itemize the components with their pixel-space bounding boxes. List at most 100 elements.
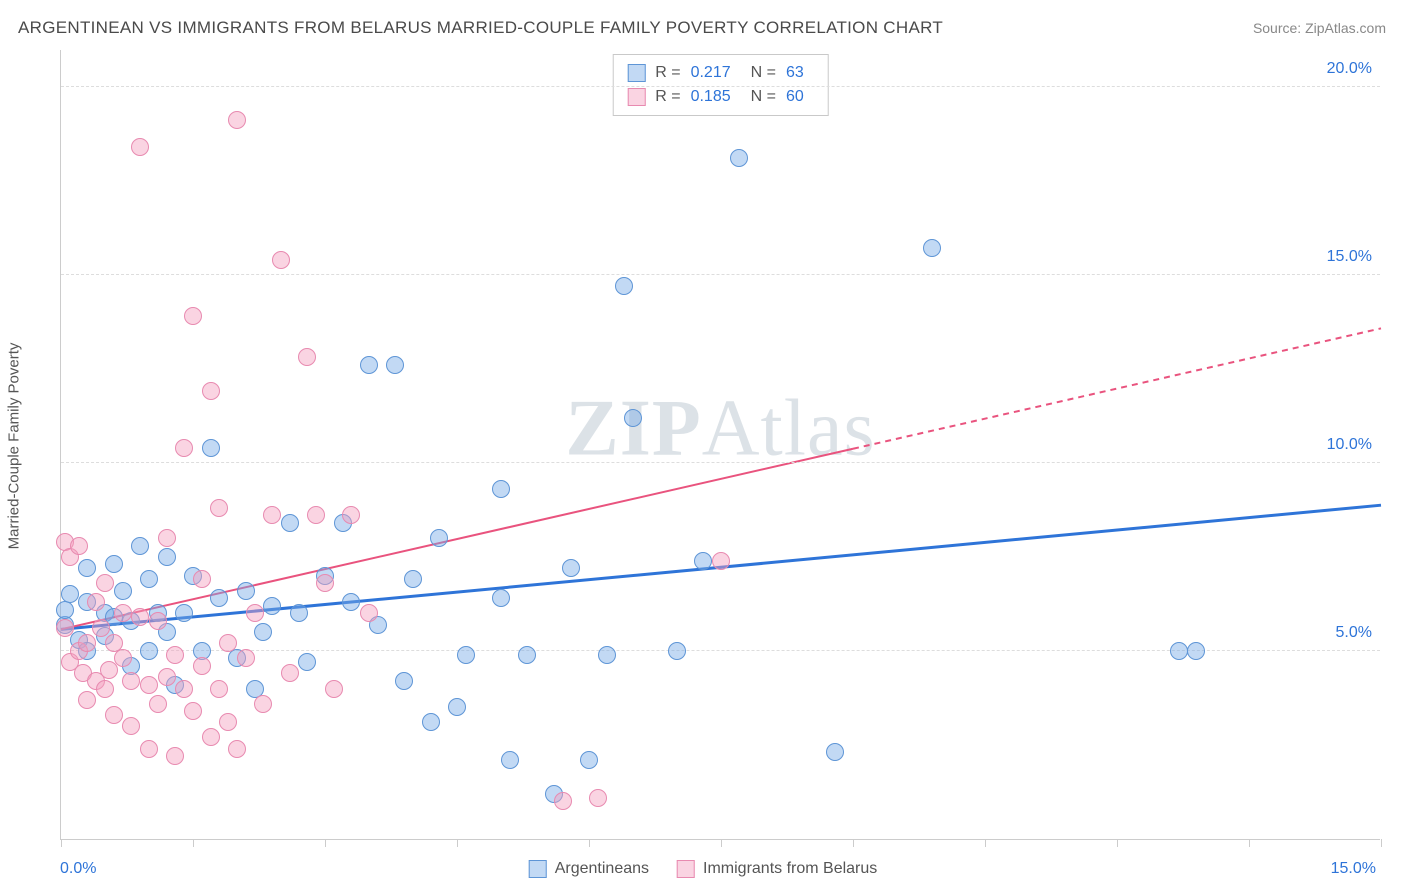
data-point-belarus	[325, 680, 343, 698]
y-axis-title: Married-Couple Family Poverty	[6, 343, 23, 550]
data-point-argentineans	[281, 514, 299, 532]
data-point-argentineans	[562, 559, 580, 577]
scatter-plot-area: ZIPAtlas R =0.217N =63R =0.185N =60 5.0%…	[60, 50, 1380, 840]
x-axis-max-label: 15.0%	[1331, 860, 1376, 878]
data-point-argentineans	[386, 356, 404, 374]
data-point-belarus	[316, 574, 334, 592]
legend-r-label: R =	[655, 85, 680, 109]
x-tick	[457, 839, 458, 847]
data-point-argentineans	[158, 548, 176, 566]
data-point-argentineans	[598, 646, 616, 664]
data-point-argentineans	[131, 537, 149, 555]
data-point-belarus	[78, 691, 96, 709]
data-point-belarus	[158, 529, 176, 547]
legend-item-belarus: Immigrants from Belarus	[677, 860, 877, 878]
data-point-belarus	[228, 111, 246, 129]
data-point-belarus	[281, 664, 299, 682]
series-legend: Argentineans Immigrants from Belarus	[529, 860, 878, 878]
data-point-belarus	[131, 608, 149, 626]
data-point-argentineans	[923, 239, 941, 257]
legend-n-value: 60	[786, 85, 804, 109]
data-point-belarus	[149, 612, 167, 630]
data-point-argentineans	[624, 409, 642, 427]
gridline-h	[61, 462, 1380, 463]
data-point-belarus	[589, 789, 607, 807]
legend-series-name: Argentineans	[555, 860, 649, 878]
x-axis-min-label: 0.0%	[60, 860, 96, 878]
data-point-belarus	[114, 649, 132, 667]
legend-r-value: 0.185	[691, 85, 731, 109]
data-point-argentineans	[1170, 642, 1188, 660]
data-point-belarus	[360, 604, 378, 622]
data-point-belarus	[184, 702, 202, 720]
data-point-argentineans	[140, 642, 158, 660]
source-link[interactable]: ZipAtlas.com	[1305, 20, 1386, 36]
data-point-belarus	[166, 747, 184, 765]
data-point-argentineans	[290, 604, 308, 622]
data-point-belarus	[56, 619, 74, 637]
data-point-belarus	[210, 499, 228, 517]
legend-r-label: R =	[655, 61, 680, 85]
legend-swatch	[627, 64, 645, 82]
data-point-argentineans	[210, 589, 228, 607]
data-point-belarus	[149, 695, 167, 713]
data-point-argentineans	[457, 646, 475, 664]
data-point-argentineans	[61, 585, 79, 603]
data-point-belarus	[140, 740, 158, 758]
data-point-argentineans	[668, 642, 686, 660]
data-point-argentineans	[395, 672, 413, 690]
data-point-argentineans	[518, 646, 536, 664]
data-point-argentineans	[175, 604, 193, 622]
data-point-belarus	[87, 593, 105, 611]
data-point-belarus	[263, 506, 281, 524]
data-point-argentineans	[730, 149, 748, 167]
data-point-belarus	[272, 251, 290, 269]
gridline-h	[61, 86, 1380, 87]
data-point-belarus	[140, 676, 158, 694]
y-tick-label: 20.0%	[1327, 60, 1372, 78]
data-point-argentineans	[254, 623, 272, 641]
legend-swatch	[529, 860, 547, 878]
data-point-argentineans	[694, 552, 712, 570]
x-tick	[1249, 839, 1250, 847]
y-tick-label: 15.0%	[1327, 248, 1372, 266]
data-point-belarus	[105, 706, 123, 724]
legend-n-value: 63	[786, 61, 804, 85]
data-point-belarus	[228, 740, 246, 758]
data-point-argentineans	[501, 751, 519, 769]
legend-series-name: Immigrants from Belarus	[703, 860, 877, 878]
data-point-argentineans	[492, 480, 510, 498]
legend-row-argentineans: R = 0.217 N = 63	[627, 61, 814, 85]
source-attribution: Source: ZipAtlas.com	[1253, 20, 1386, 36]
data-point-argentineans	[404, 570, 422, 588]
data-point-belarus	[202, 382, 220, 400]
data-point-belarus	[70, 537, 88, 555]
legend-n-label: N =	[751, 61, 776, 85]
data-point-argentineans	[430, 529, 448, 547]
data-point-argentineans	[263, 597, 281, 615]
chart-title: ARGENTINEAN VS IMMIGRANTS FROM BELARUS M…	[18, 18, 943, 38]
data-point-belarus	[193, 570, 211, 588]
trend-lines	[61, 50, 1381, 840]
x-tick	[721, 839, 722, 847]
data-point-belarus	[158, 668, 176, 686]
data-point-belarus	[712, 552, 730, 570]
data-point-argentineans	[826, 743, 844, 761]
data-point-belarus	[175, 680, 193, 698]
y-tick-label: 10.0%	[1327, 436, 1372, 454]
legend-item-argentineans: Argentineans	[529, 860, 649, 878]
data-point-belarus	[131, 138, 149, 156]
data-point-belarus	[122, 717, 140, 735]
data-point-belarus	[92, 619, 110, 637]
data-point-argentineans	[298, 653, 316, 671]
data-point-belarus	[237, 649, 255, 667]
data-point-argentineans	[615, 277, 633, 295]
x-tick	[853, 839, 854, 847]
legend-swatch	[677, 860, 695, 878]
data-point-belarus	[114, 604, 132, 622]
data-point-argentineans	[202, 439, 220, 457]
data-point-argentineans	[78, 559, 96, 577]
legend-r-value: 0.217	[691, 61, 731, 85]
data-point-belarus	[166, 646, 184, 664]
data-point-argentineans	[492, 589, 510, 607]
